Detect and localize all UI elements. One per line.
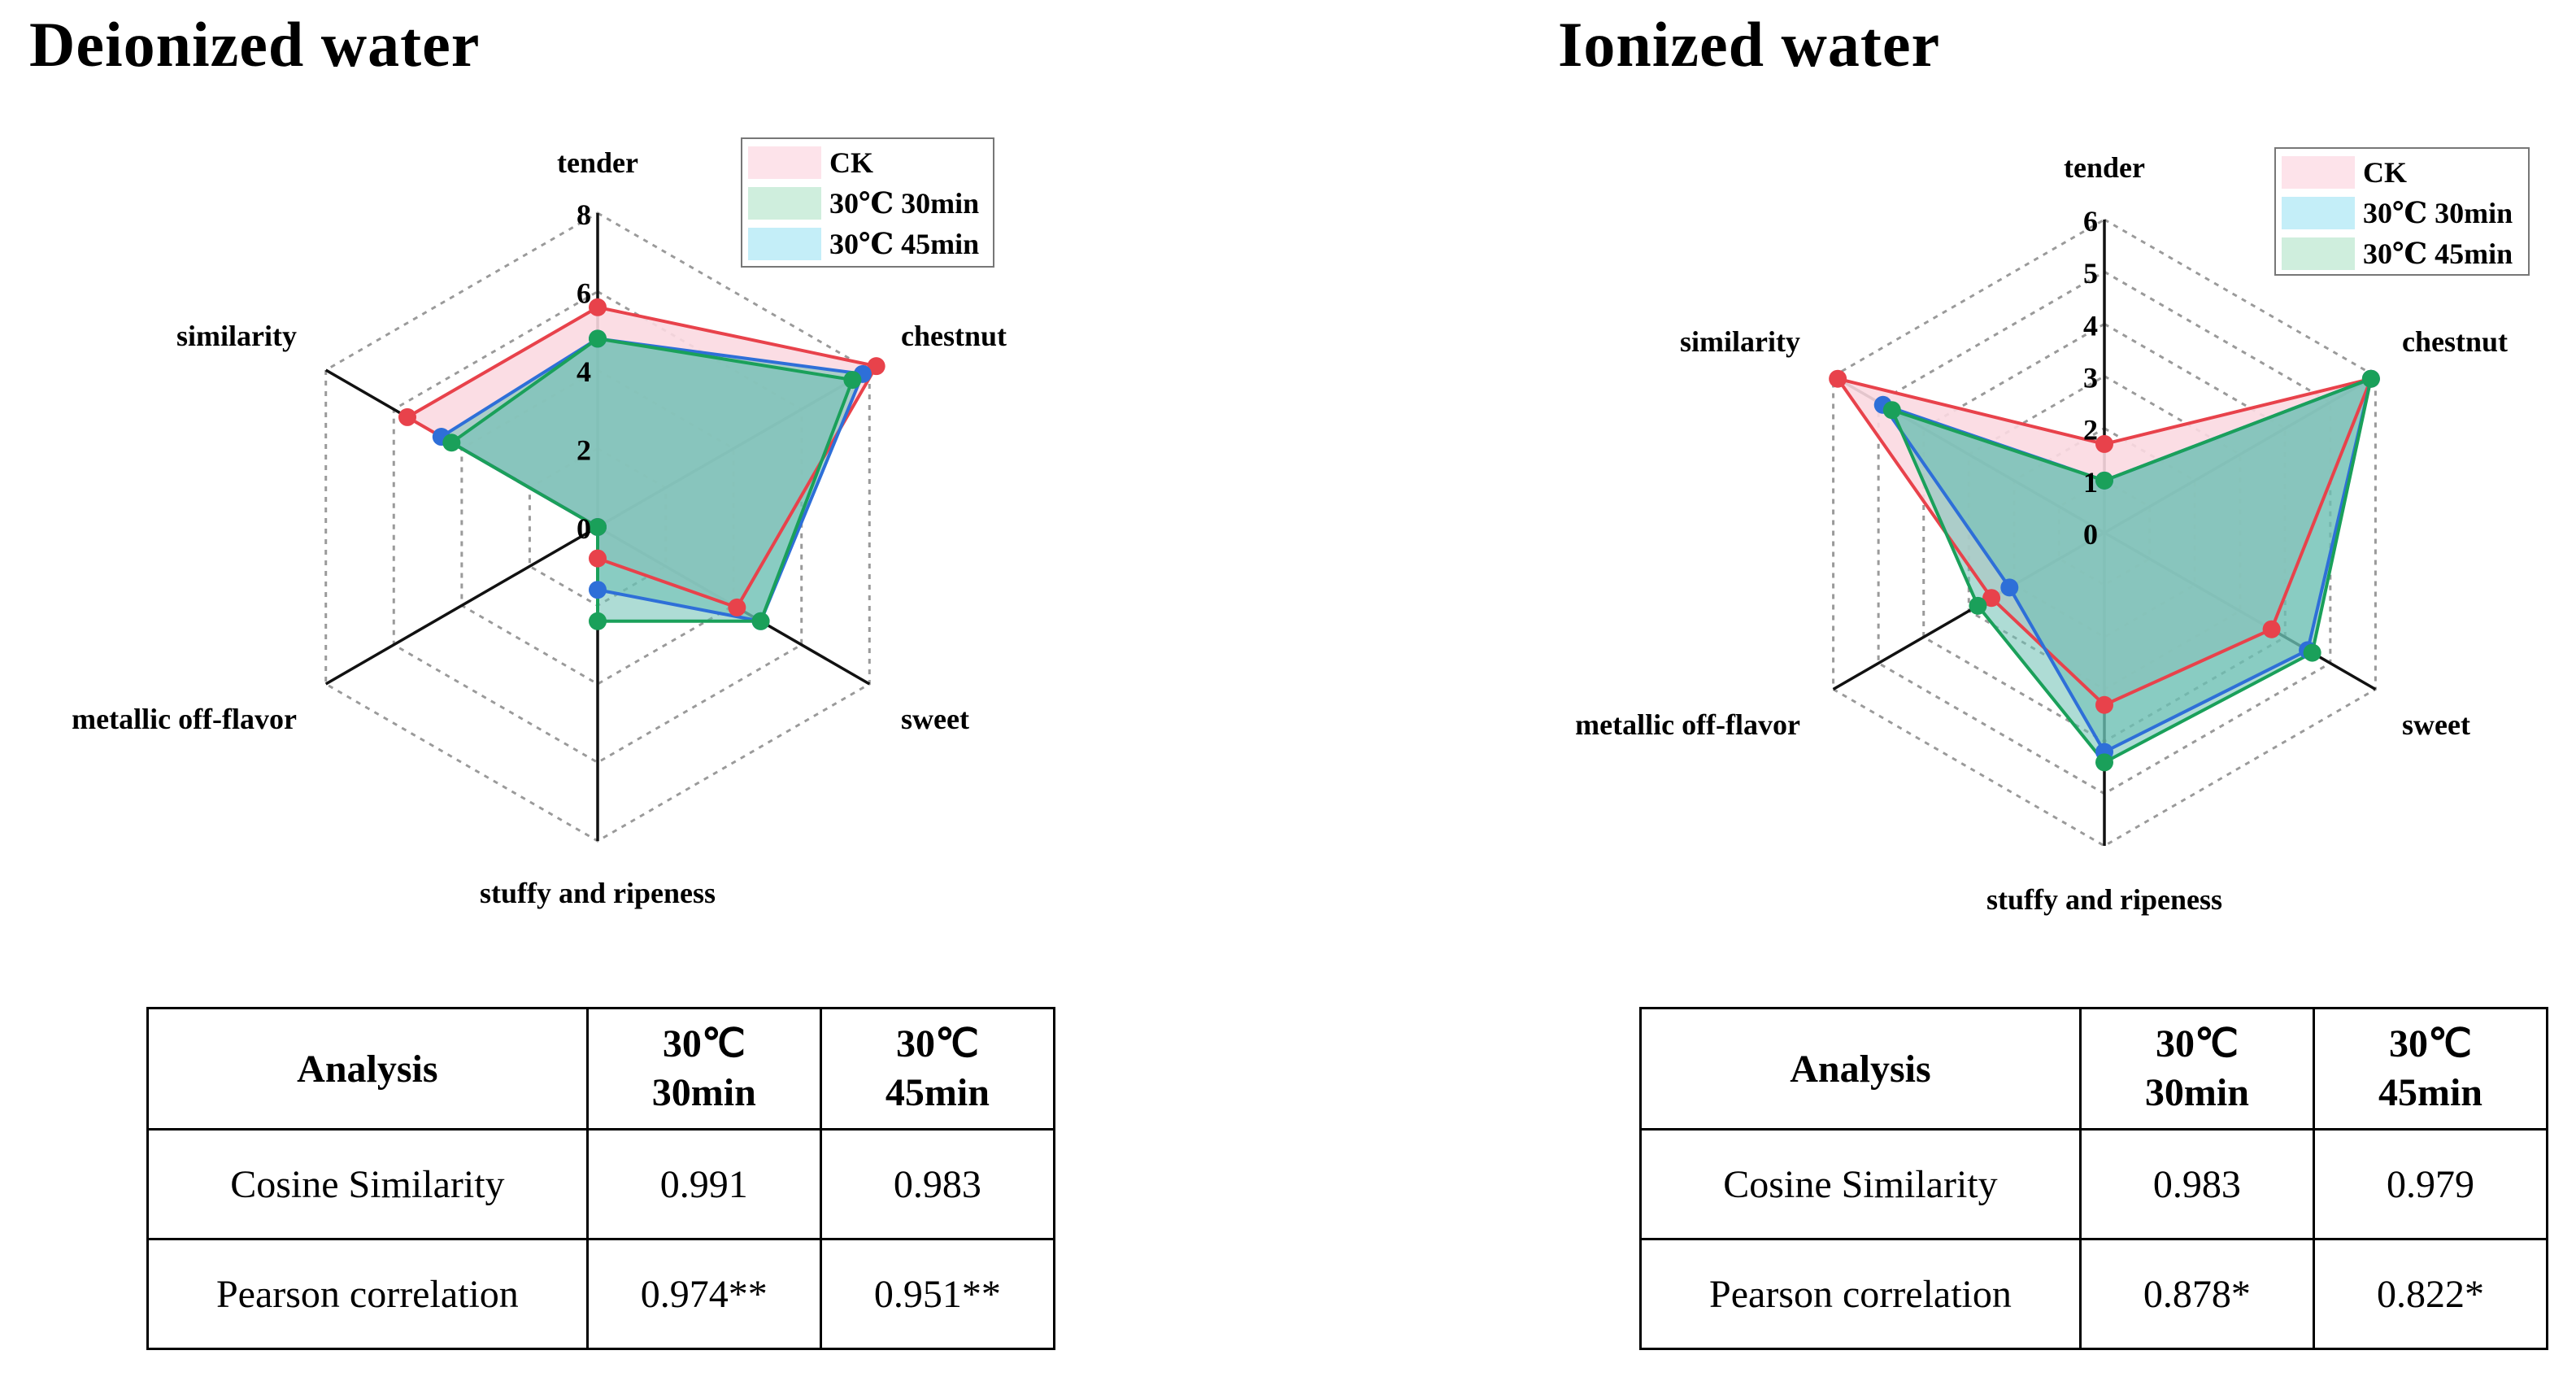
data-point (2262, 620, 2281, 638)
radar-chart-ionized: 0 1 2 3 4 5 6 tender chestnut sweet stuffy and rip… (1575, 147, 2530, 916)
header-45min: 30℃ 45min (819, 1007, 1056, 1131)
table-row: Pearson correlation 0.974** 0.951** (146, 1238, 1056, 1350)
data-point (1829, 369, 1847, 388)
cell-value: 0.951** (819, 1238, 1056, 1350)
data-point (2095, 695, 2113, 714)
axis-label: similarity (176, 320, 297, 352)
legend: CK 30℃ 30min 30℃ 45min (741, 137, 994, 268)
data-point (589, 612, 607, 630)
axis-label: similarity (1680, 325, 1800, 358)
header-analysis: Analysis (146, 1007, 589, 1131)
legend-swatch (748, 146, 821, 179)
tick-label: 6 (577, 277, 591, 310)
data-point (751, 612, 770, 630)
series-area-30-45min (451, 338, 853, 621)
cell-value: 0.822* (2312, 1238, 2549, 1350)
radar-axis-spoke (324, 525, 598, 686)
panel-title-ionized: Ionized water (1558, 9, 1941, 80)
legend-swatch (2282, 156, 2355, 189)
tick-label: 0 (577, 512, 591, 545)
table-row: Cosine Similarity 0.983 0.979 (1639, 1128, 2549, 1240)
cell-value: 0.974** (585, 1238, 822, 1350)
legend-label: 30℃ 30min (829, 187, 979, 220)
data-point (1982, 589, 2001, 608)
cell-value: 0.979 (2312, 1128, 2549, 1240)
data-point (2000, 578, 2019, 597)
data-point (2361, 369, 2380, 388)
axis-label: tender (2064, 151, 2145, 184)
data-point (589, 518, 607, 536)
legend-swatch (748, 187, 821, 220)
data-point (398, 407, 416, 426)
data-point (1882, 401, 1901, 420)
table-header-row: Analysis 30℃ 30min 30℃ 45min (1639, 1007, 2549, 1131)
data-point (843, 371, 862, 390)
legend-swatch (2282, 237, 2355, 270)
table-header-row: Analysis 30℃ 30min 30℃ 45min (146, 1007, 1056, 1131)
axis-label: chestnut (2402, 325, 2508, 358)
header-30min: 30℃ 30min (2078, 1007, 2315, 1131)
data-point (589, 298, 607, 316)
tick-label: 2 (577, 434, 591, 467)
data-point (2095, 471, 2113, 490)
tick-label: 2 (2083, 414, 2098, 447)
axis-label: stuffy and ripeness (480, 877, 716, 909)
radar-chart-deionized: 0 2 4 6 8 tender chestnut sweet stuffy and ripen… (72, 137, 1007, 909)
row-label: Pearson correlation (146, 1238, 589, 1350)
legend-label: 30℃ 30min (2363, 197, 2513, 229)
axis-label: sweet (2402, 708, 2470, 741)
tick-label: 3 (2083, 362, 2098, 394)
stats-table-deionized: Analysis 30℃ 30min 30℃ 45min Cosine Simi… (146, 1007, 1056, 1350)
data-point (2095, 753, 2113, 772)
axis-label: metallic off-flavor (72, 703, 297, 735)
header-45min: 30℃ 45min (2312, 1007, 2549, 1131)
cell-value: 0.983 (2078, 1128, 2315, 1240)
cell-value: 0.991 (585, 1128, 822, 1240)
legend-label: 30℃ 45min (2363, 237, 2513, 270)
data-point (867, 357, 886, 376)
row-label: Pearson correlation (1639, 1238, 2082, 1350)
data-point (589, 581, 607, 599)
data-point (2095, 434, 2113, 453)
table-row: Pearson correlation 0.878* 0.822* (1639, 1238, 2549, 1350)
tick-label: 8 (577, 198, 591, 231)
tick-label: 4 (577, 355, 591, 388)
row-label: Cosine Similarity (146, 1128, 589, 1240)
axis-label: metallic off-flavor (1575, 708, 1800, 741)
stats-table-ionized: Analysis 30℃ 30min 30℃ 45min Cosine Simi… (1639, 1007, 2549, 1350)
axis-label: sweet (901, 703, 969, 735)
legend-label: CK (2363, 156, 2407, 189)
tick-label: 6 (2083, 205, 2098, 237)
legend-label: 30℃ 45min (829, 228, 979, 260)
cell-value: 0.983 (819, 1128, 1056, 1240)
axis-label: chestnut (901, 320, 1007, 352)
tick-label: 4 (2083, 309, 2098, 342)
legend-swatch (748, 228, 821, 260)
row-label: Cosine Similarity (1639, 1128, 2082, 1240)
data-point (728, 598, 746, 616)
data-point (589, 549, 607, 568)
header-30min: 30℃ 30min (585, 1007, 822, 1131)
axis-label: stuffy and ripeness (1986, 883, 2222, 916)
axis-label: tender (557, 146, 638, 179)
tick-label: 0 (2083, 518, 2098, 551)
series-area-30-45min (1891, 378, 2371, 763)
panel-title-deionized: Deionized water (29, 9, 481, 80)
header-analysis: Analysis (1639, 1007, 2082, 1131)
data-point (1969, 596, 1987, 615)
tick-label: 1 (2083, 466, 2098, 499)
legend-swatch (2282, 197, 2355, 229)
tick-label: 5 (2083, 257, 2098, 290)
cell-value: 0.878* (2078, 1238, 2315, 1350)
data-point (589, 329, 607, 348)
data-point (442, 433, 461, 452)
data-point (2303, 643, 2321, 662)
table-row: Cosine Similarity 0.991 0.983 (146, 1128, 1056, 1240)
legend: CK 30℃ 30min 30℃ 45min (2274, 147, 2530, 276)
legend-label: CK (829, 146, 873, 179)
